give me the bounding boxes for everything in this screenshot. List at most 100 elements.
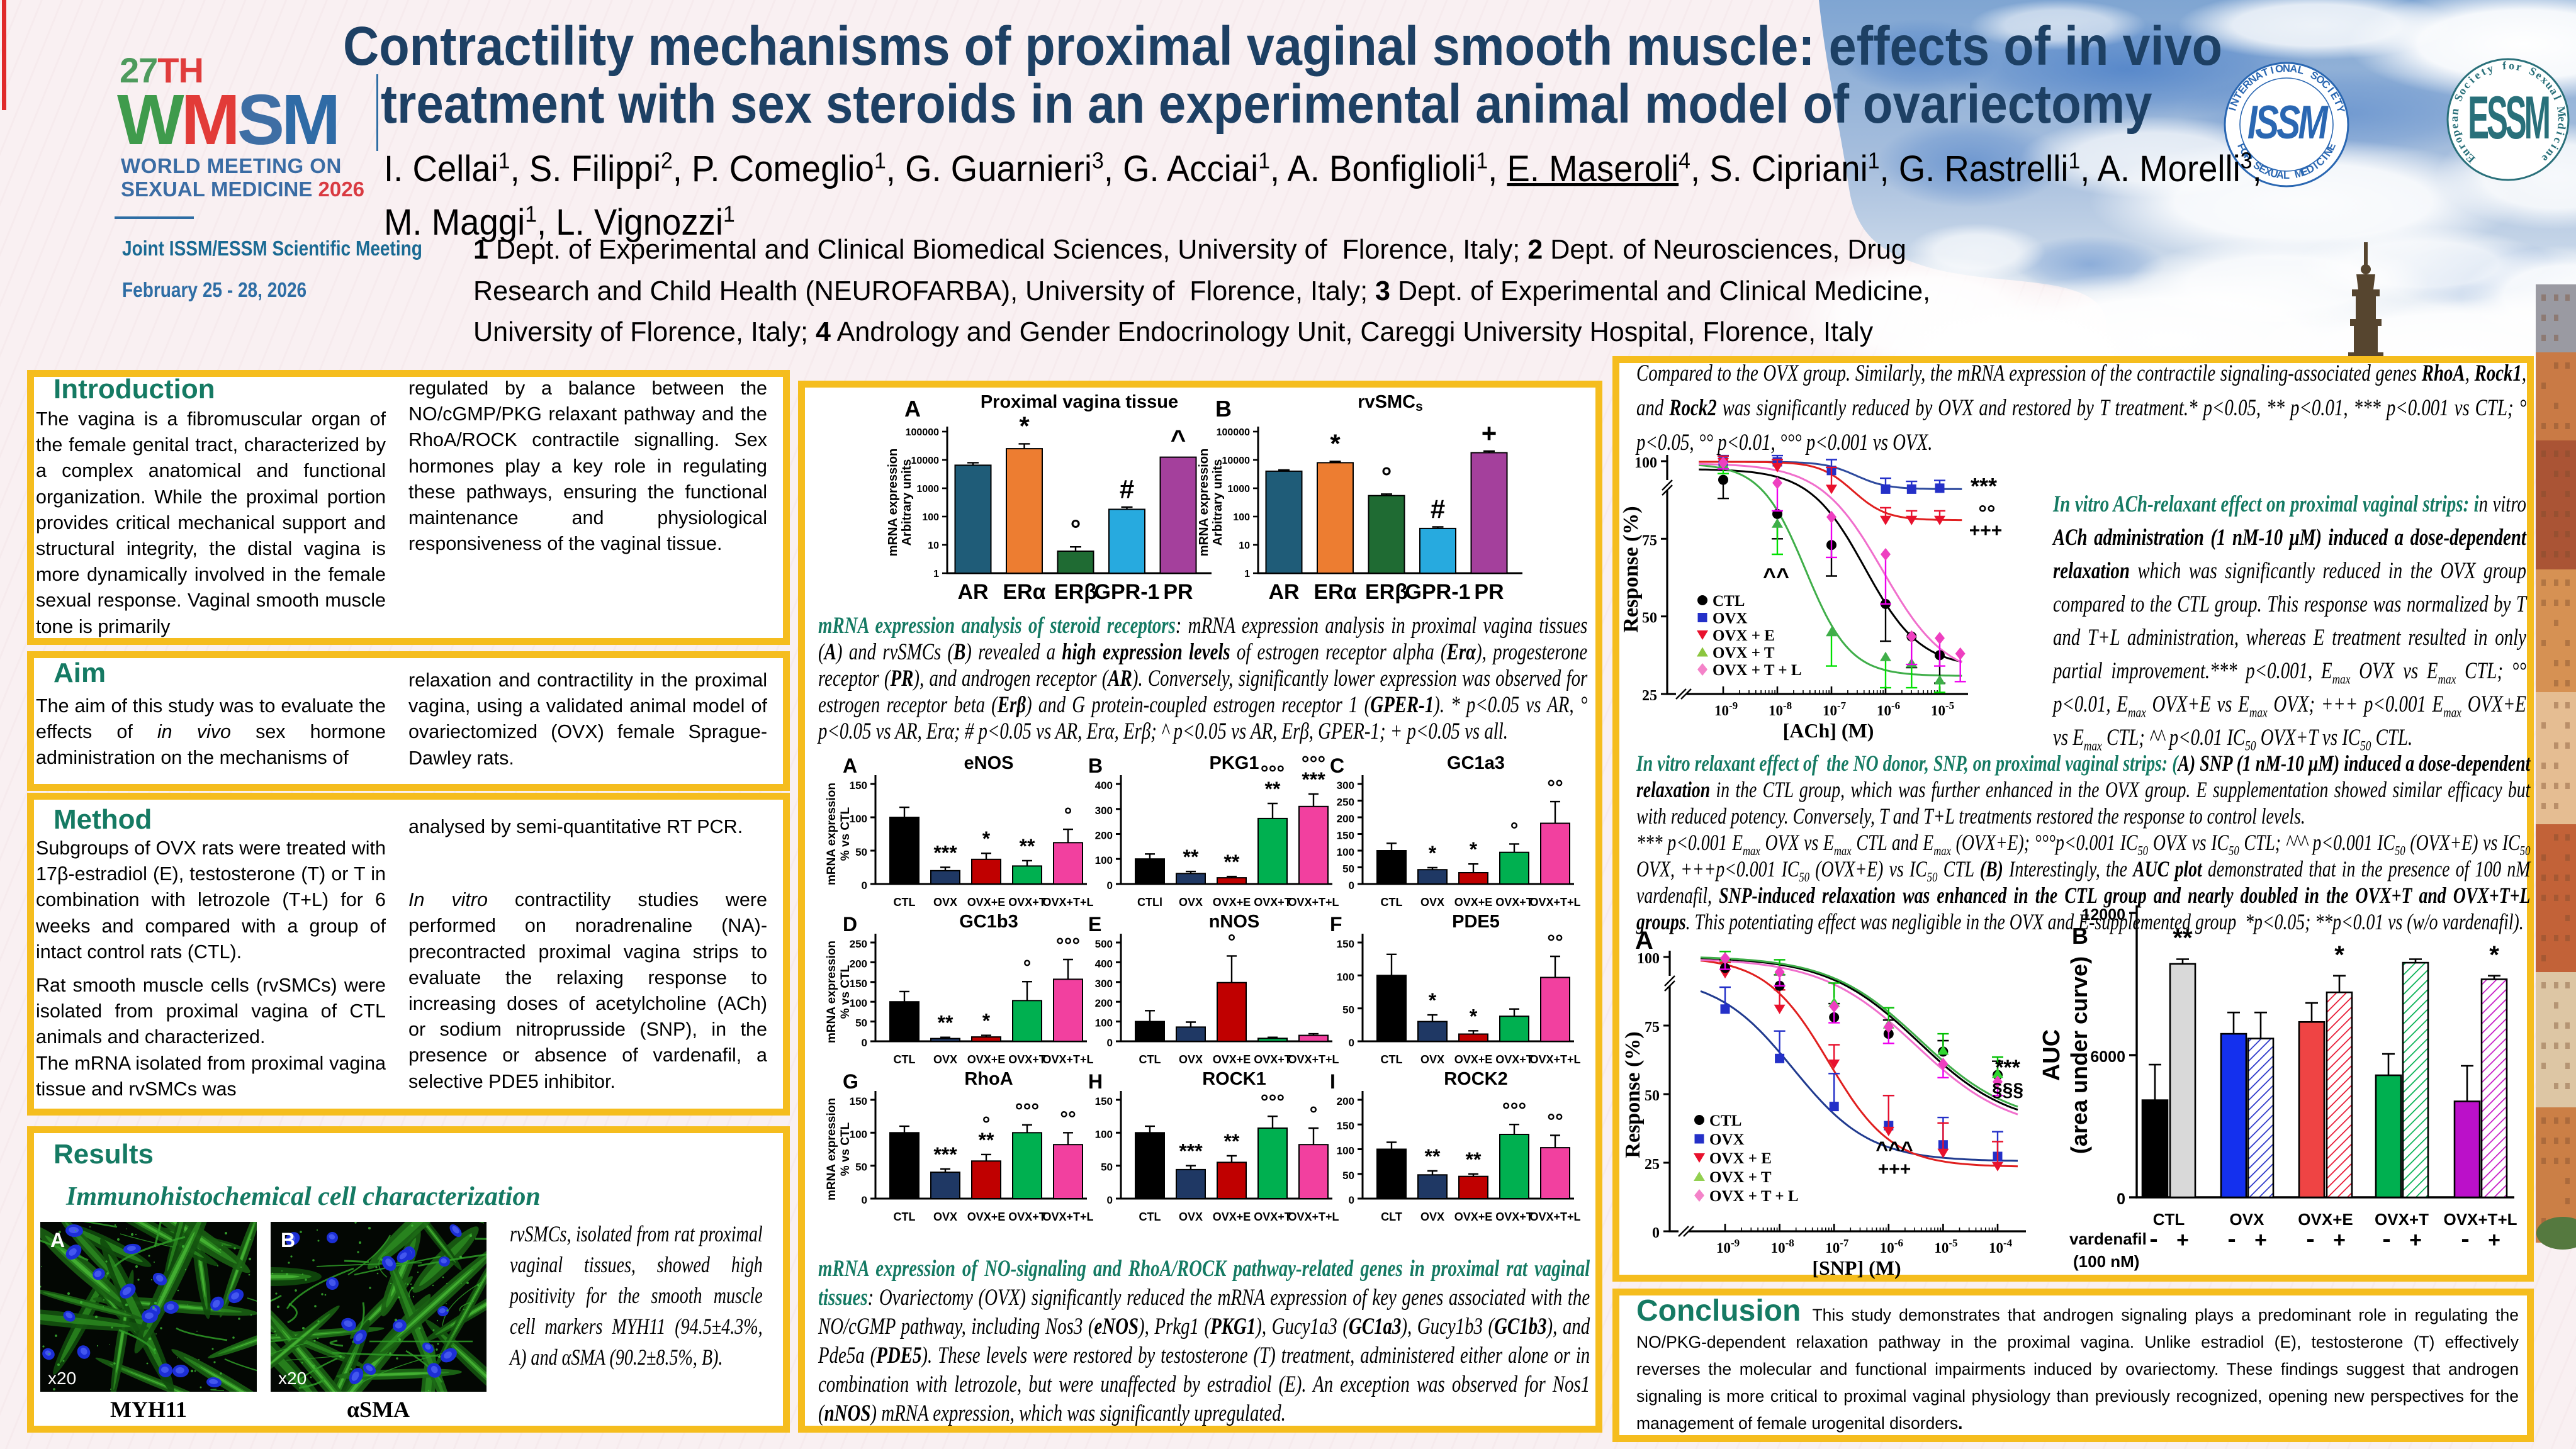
svg-text:L: L [2283, 170, 2290, 181]
svg-text:1000: 1000 [916, 484, 939, 495]
svg-text:*: * [1429, 989, 1437, 1012]
svg-text:100: 100 [1095, 1017, 1113, 1029]
svg-text:CTL: CTL [1139, 1211, 1161, 1223]
svg-text:o: o [2509, 59, 2515, 72]
svg-text:GPR-1: GPR-1 [1094, 580, 1160, 604]
svg-text:OVX: OVX [933, 1053, 957, 1066]
svg-text:% vs CTL: % vs CTL [839, 965, 852, 1019]
svg-text:ROCK2: ROCK2 [1444, 1069, 1508, 1089]
svg-text:0: 0 [2117, 1190, 2125, 1208]
svg-text:eNOS: eNOS [964, 753, 1014, 773]
svg-text:mRNA expression: mRNA expression [886, 449, 900, 557]
svg-text:150: 150 [1337, 1120, 1354, 1132]
svg-text:°: ° [1310, 1102, 1318, 1125]
svg-text:°°°: °°° [1302, 752, 1325, 775]
svg-text:% vs CTL: % vs CTL [839, 1122, 852, 1176]
svg-text:a: a [2448, 116, 2460, 121]
svg-text:6000: 6000 [2090, 1048, 2125, 1066]
svg-text:300: 300 [1095, 805, 1113, 817]
svg-text:I: I [2227, 106, 2239, 112]
svg-text:1: 1 [933, 569, 939, 579]
svg-text:r: r [2515, 60, 2523, 73]
svg-text:Proximal vagina tissue: Proximal vagina tissue [981, 392, 1178, 412]
svg-text:°: ° [1228, 930, 1236, 953]
svg-text:^^^: ^^^ [1876, 1138, 1913, 1161]
svg-text:[ACh] (M): [ACh] (M) [1783, 719, 1874, 742]
svg-text:+: + [2333, 1228, 2346, 1252]
svg-text:*: * [1470, 1005, 1478, 1027]
svg-text:°: ° [982, 1112, 991, 1135]
svg-text:°°: °° [1978, 501, 1995, 525]
svg-text:C: C [1330, 754, 1344, 777]
svg-text:ERα: ERα [1003, 580, 1045, 604]
svg-text:**: ** [979, 1129, 994, 1151]
svg-text:OVX: OVX [1420, 896, 1444, 909]
svg-text:OVX+E: OVX+E [1454, 896, 1493, 909]
svg-text:OVX+T: OVX+T [1008, 896, 1046, 909]
svg-text:10-8: 10-8 [1769, 700, 1792, 719]
svg-text:O: O [2275, 63, 2284, 76]
svg-text:AUC: AUC [2039, 1029, 2065, 1081]
svg-text:°°°: °°° [1056, 934, 1080, 956]
svg-text:400: 400 [1095, 780, 1113, 792]
svg-text:100: 100 [922, 512, 939, 523]
svg-text:OVX + T + L: OVX + T + L [1709, 1188, 1799, 1205]
svg-text:#: # [1120, 474, 1134, 504]
svg-text:mRNA expression: mRNA expression [825, 1098, 838, 1200]
svg-text:nNOS: nNOS [1209, 912, 1260, 932]
svg-text:150: 150 [1095, 1095, 1113, 1107]
svg-text:F: F [1330, 913, 1342, 936]
svg-text:OVX+E: OVX+E [1454, 1211, 1493, 1223]
svg-text:***: *** [933, 842, 957, 864]
svg-text:e: e [2448, 123, 2461, 129]
svg-text:°°°: °°° [1261, 1090, 1285, 1113]
svg-text:OVX + T: OVX + T [1709, 1169, 1772, 1186]
svg-text:+: + [2409, 1228, 2422, 1252]
svg-text:OVX: OVX [1420, 1211, 1444, 1223]
svg-text:10: 10 [1239, 540, 1250, 551]
svg-text:CTL: CTL [2153, 1210, 2185, 1229]
svg-text:50: 50 [1342, 863, 1354, 875]
svg-text:250: 250 [850, 938, 867, 950]
svg-text:OVX+T+L: OVX+T+L [1288, 1053, 1339, 1066]
svg-text:GPR-1: GPR-1 [1405, 580, 1471, 604]
svg-text:rvSMCs: rvSMCs [1358, 392, 1423, 414]
svg-text:10-7: 10-7 [1823, 700, 1847, 719]
svg-text:Response (%): Response (%) [1619, 506, 1643, 632]
svg-text:100: 100 [850, 997, 867, 1009]
svg-text:100000: 100000 [1217, 427, 1250, 438]
svg-text:10: 10 [928, 540, 939, 551]
svg-text:p: p [2449, 129, 2463, 138]
svg-text:OVX+T+L: OVX+T+L [1042, 896, 1093, 909]
svg-text:CTLl: CTLl [1137, 896, 1162, 909]
svg-text:OVX+T+L: OVX+T+L [1529, 1053, 1580, 1066]
svg-text:10-6: 10-6 [1880, 1237, 1903, 1256]
svg-text:#: # [1431, 495, 1445, 524]
svg-text:H: H [1088, 1070, 1103, 1093]
svg-text:OVX+E: OVX+E [1213, 1211, 1251, 1223]
svg-text:OVX: OVX [1179, 1053, 1203, 1066]
svg-text:mRNA expression: mRNA expression [825, 783, 838, 885]
svg-text:+: + [2176, 1228, 2189, 1252]
svg-text:100: 100 [1095, 854, 1113, 866]
svg-text:*: * [982, 1010, 991, 1032]
svg-text:OVX + T: OVX + T [1713, 645, 1775, 662]
svg-text:50: 50 [1342, 1004, 1354, 1016]
svg-text:OVX: OVX [1179, 1211, 1203, 1223]
svg-text:x20: x20 [278, 1368, 307, 1388]
svg-text:CLT: CLT [1381, 1211, 1402, 1223]
svg-text:400: 400 [1095, 958, 1113, 970]
svg-text:10-5: 10-5 [1931, 700, 1954, 719]
svg-text:OVX: OVX [1179, 896, 1203, 909]
svg-text:ERα: ERα [1313, 580, 1356, 604]
svg-text:10-4: 10-4 [1989, 1237, 2013, 1256]
svg-text:OVX+T: OVX+T [1254, 1053, 1291, 1066]
svg-text:CTL: CTL [1713, 593, 1745, 610]
svg-text:25: 25 [1645, 1156, 1660, 1173]
svg-text:M: M [2555, 106, 2568, 118]
svg-text:i: i [2554, 130, 2567, 137]
svg-text:OVX: OVX [2230, 1210, 2265, 1229]
svg-text:*: * [2334, 941, 2344, 969]
svg-text:-: - [2227, 1225, 2236, 1253]
svg-text:M: M [2293, 167, 2305, 181]
